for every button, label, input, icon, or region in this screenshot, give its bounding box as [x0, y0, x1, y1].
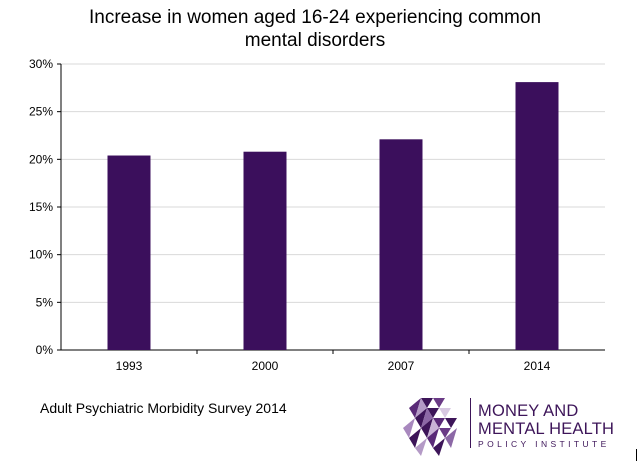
- logo-text: MONEY AND MENTAL HEALTH POLICY INSTITUTE: [478, 402, 614, 450]
- y-tick-label: 15%: [29, 200, 53, 214]
- y-tick-label: 0%: [36, 343, 54, 357]
- chart-title: Increase in women aged 16-24 experiencin…: [60, 6, 570, 52]
- x-tick-label: 2000: [252, 359, 279, 373]
- source-note: Adult Psychiatric Morbidity Survey 2014: [40, 400, 287, 416]
- chart-title-line2: mental disorders: [244, 30, 386, 51]
- bar: [243, 151, 287, 350]
- y-tick-label: 5%: [36, 295, 54, 309]
- y-tick-label: 10%: [29, 248, 53, 262]
- organization-logo: MONEY AND MENTAL HEALTH POLICY INSTITUTE: [403, 394, 633, 456]
- logo-line2: MENTAL HEALTH: [478, 420, 615, 438]
- bar: [379, 139, 423, 350]
- logo-mark-icon: [403, 398, 457, 456]
- text-cursor: [636, 449, 637, 461]
- y-tick-label: 20%: [29, 152, 53, 166]
- bar: [107, 155, 151, 350]
- bar: [515, 82, 559, 350]
- x-tick-label: 2014: [524, 359, 551, 373]
- chart-title-line1: Increase in women aged 16-24 experiencin…: [88, 7, 542, 28]
- y-tick-label: 25%: [29, 105, 53, 119]
- logo-divider: [470, 398, 471, 448]
- logo-line3: POLICY INSTITUTE: [478, 439, 610, 449]
- x-tick-label: 1993: [116, 359, 143, 373]
- y-tick-label: 30%: [29, 57, 53, 71]
- bar-chart: 0% 5% 10% 15% 20% 25% 30% 1993 2000 2007 2014: [29, 57, 605, 373]
- logo-line1: MONEY AND: [478, 402, 579, 420]
- x-tick-label: 2007: [388, 359, 415, 373]
